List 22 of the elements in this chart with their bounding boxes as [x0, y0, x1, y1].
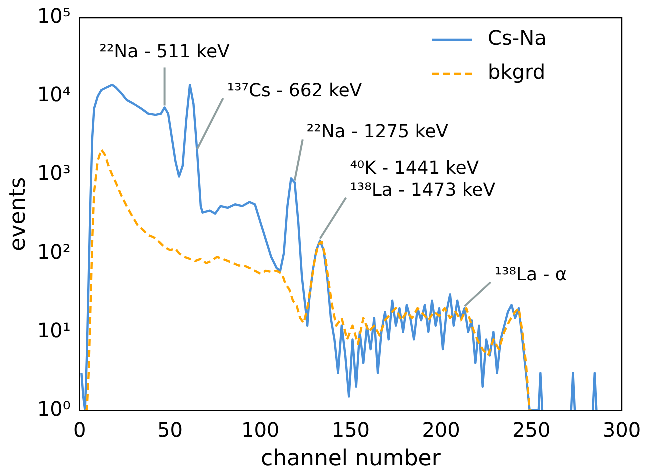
x-tick-label: 200 [422, 418, 460, 442]
y-tick-label: 10² [37, 240, 71, 264]
legend-label: bkgrd [488, 60, 546, 84]
annotation: ¹³⁸La - α [494, 264, 568, 286]
x-tick-label: 100 [241, 418, 280, 442]
annotation: ²²Na - 1275 keV [306, 122, 450, 143]
x-tick-label: 250 [512, 418, 551, 442]
y-tick-label: 10⁵ [37, 4, 71, 28]
x-axis-title: channel number [260, 446, 442, 472]
annotation: ⁴⁰K - 1441 keV ¹³⁸La - 1473 keV [350, 158, 496, 201]
y-tick-label: 10⁴ [37, 82, 71, 107]
annotation: ²²Na - 511 keV [100, 42, 231, 63]
y-axis-title: events [6, 177, 31, 252]
x-tick-label: 50 [157, 418, 183, 442]
x-tick-label: 0 [74, 418, 86, 442]
y-tick-label: 10⁰ [37, 396, 71, 421]
x-tick-label: 300 [602, 418, 642, 442]
x-tick-label: 150 [332, 418, 370, 442]
y-tick-label: 10³ [37, 161, 71, 186]
annotation: ¹³⁷Cs - 662 keV [227, 80, 363, 102]
legend-label: Cs-Na [488, 26, 547, 50]
y-tick-label: 10¹ [37, 318, 71, 342]
